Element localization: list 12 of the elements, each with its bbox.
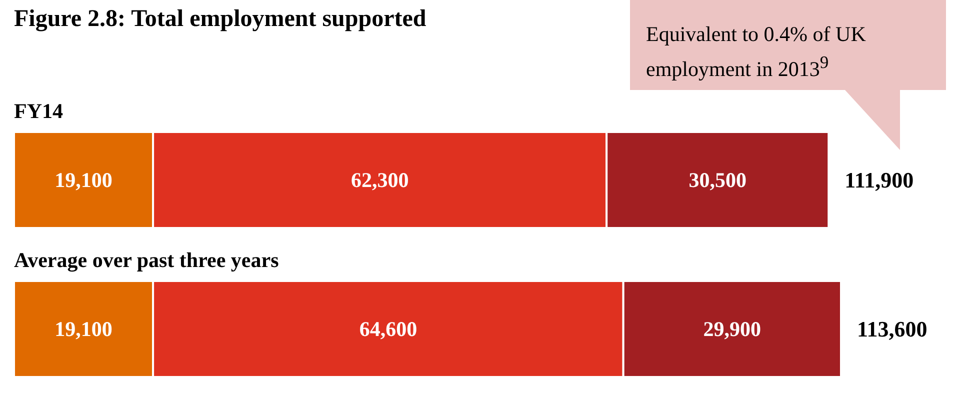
data-label: 64,600 bbox=[359, 317, 418, 341]
total-label: 111,900 bbox=[844, 168, 914, 192]
data-label: 29,900 bbox=[703, 317, 762, 341]
data-label: 62,300 bbox=[350, 168, 409, 192]
y-tick-label: Average over past three years bbox=[14, 248, 279, 272]
total-label: 113,600 bbox=[857, 316, 928, 342]
y-tick-label: FY14 bbox=[14, 99, 64, 123]
data-label: 19,100 bbox=[54, 317, 112, 341]
chart-title: Figure 2.8: Total employment supported bbox=[14, 6, 426, 33]
data-label: 30,500 bbox=[688, 168, 746, 192]
annotation: Equivalent to 0.4% of UK employment in 2013$^{9}$ bbox=[646, 21, 867, 83]
data-label: 19,100 bbox=[54, 168, 112, 192]
